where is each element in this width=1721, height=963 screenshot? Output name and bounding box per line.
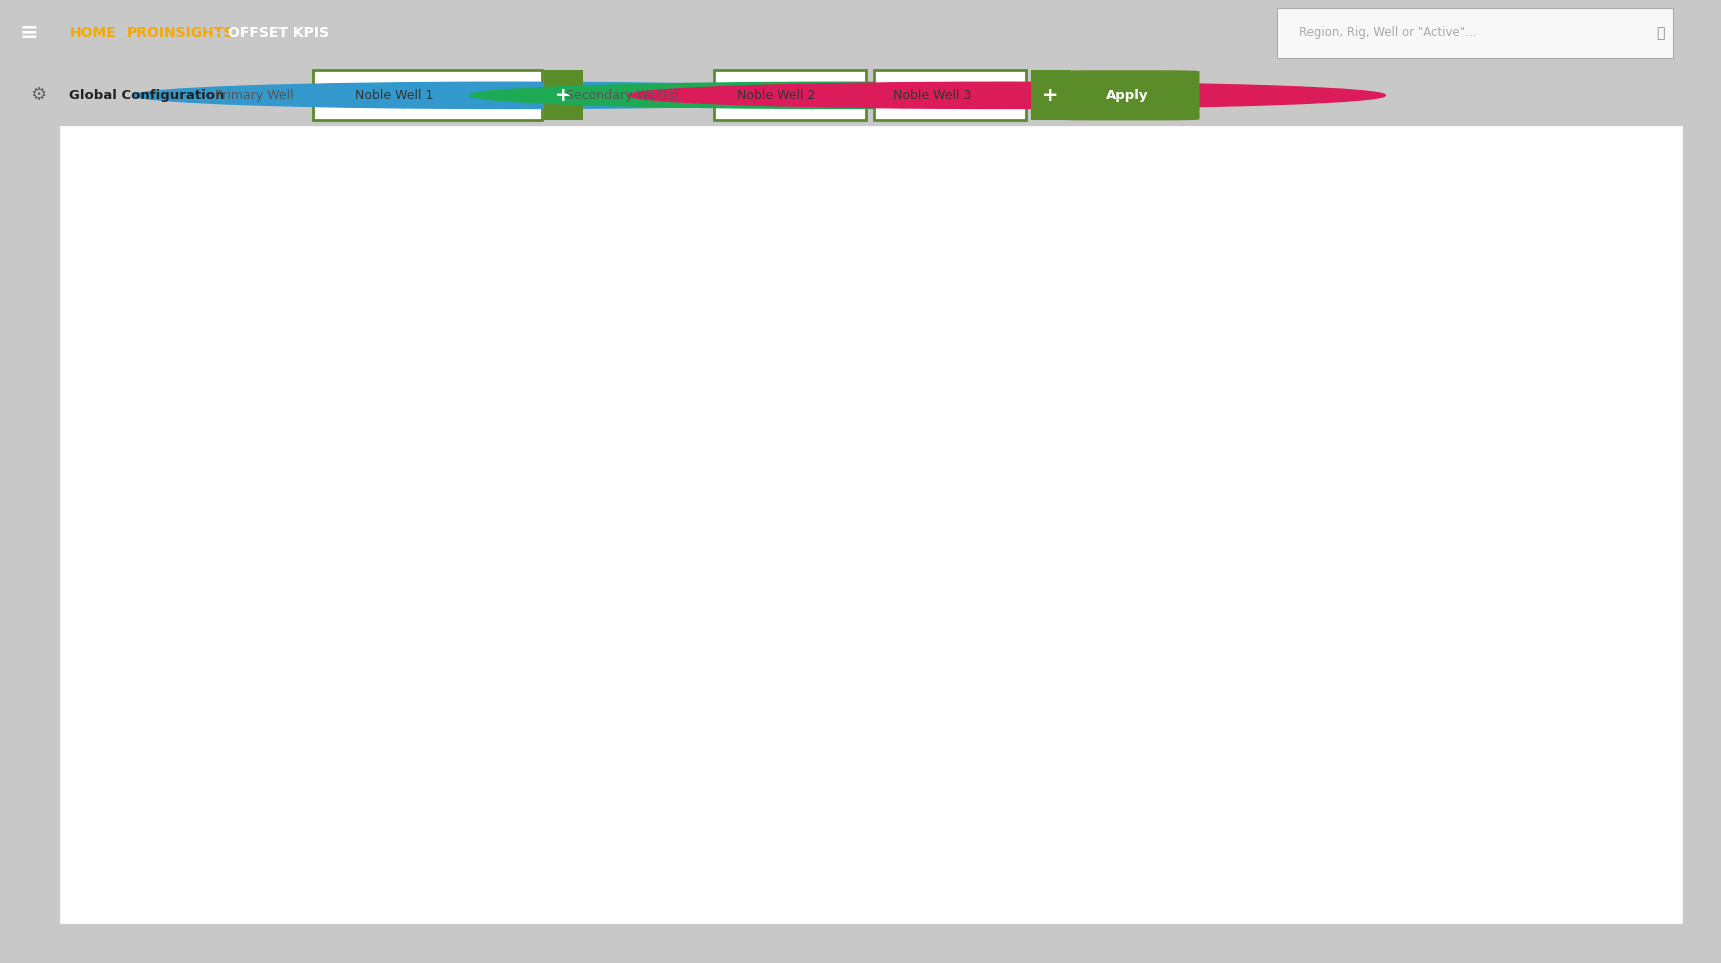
Text: Secondary Well(s): Secondary Well(s) (566, 89, 680, 102)
Text: Apply: Apply (1107, 89, 1148, 102)
Text: HOME: HOME (69, 26, 117, 39)
Text: +: + (1041, 86, 1058, 105)
Text: >: > (210, 26, 220, 39)
Text: Noble Well 1: Noble Well 1 (1122, 798, 1210, 812)
Text: 1: 1 (730, 889, 737, 902)
Y-axis label: Measured Depth: Measured Depth (115, 424, 129, 539)
Text: Offset Operators wells within X miles radius: Offset Operators wells within X miles ra… (916, 359, 1296, 446)
FancyBboxPatch shape (551, 840, 1170, 915)
Text: Region, Rig, Well or "Active"...: Region, Rig, Well or "Active"... (1299, 26, 1477, 39)
Text: Max ft.: Max ft. (1053, 889, 1096, 902)
FancyBboxPatch shape (682, 881, 785, 909)
Text: Min ft.: Min ft. (578, 889, 618, 902)
Text: ≡: ≡ (21, 23, 38, 42)
Text: Noble Well 3: Noble Well 3 (893, 89, 972, 102)
FancyBboxPatch shape (313, 70, 542, 120)
Circle shape (628, 82, 1385, 109)
FancyBboxPatch shape (716, 840, 1005, 878)
X-axis label: Days: Days (898, 797, 935, 812)
Text: Depth: Depth (835, 851, 886, 867)
Title: Days vs. Measured Depth: Days vs. Measured Depth (800, 157, 1033, 175)
Text: Noble Well 3: Noble Well 3 (473, 798, 559, 812)
Text: Target well(s): Target well(s) (597, 556, 762, 656)
Text: |: | (69, 86, 76, 105)
Text: 🔍: 🔍 (1657, 26, 1664, 39)
Text: Noble Well 2: Noble Well 2 (830, 798, 917, 812)
Text: PROINSIGHTS: PROINSIGHTS (127, 26, 234, 39)
Text: ⚙: ⚙ (29, 87, 46, 104)
FancyBboxPatch shape (714, 70, 866, 120)
FancyBboxPatch shape (544, 70, 583, 120)
Text: Noble Well 1: Noble Well 1 (355, 89, 434, 102)
FancyBboxPatch shape (1277, 8, 1673, 58)
Text: ▶: ▶ (807, 889, 817, 902)
Circle shape (134, 82, 891, 109)
Text: Global Configuration: Global Configuration (69, 89, 224, 102)
FancyBboxPatch shape (1055, 70, 1200, 120)
Text: OFFSET KPIS: OFFSET KPIS (229, 26, 329, 39)
Circle shape (470, 82, 1227, 109)
Text: +: + (554, 86, 571, 105)
FancyBboxPatch shape (1031, 70, 1070, 120)
Text: 50000: 50000 (922, 889, 964, 902)
Text: Noble Well 2: Noble Well 2 (737, 89, 816, 102)
FancyBboxPatch shape (874, 70, 1026, 120)
Text: >: > (119, 26, 129, 39)
FancyBboxPatch shape (860, 881, 1026, 909)
Text: Primary Well: Primary Well (215, 89, 294, 102)
